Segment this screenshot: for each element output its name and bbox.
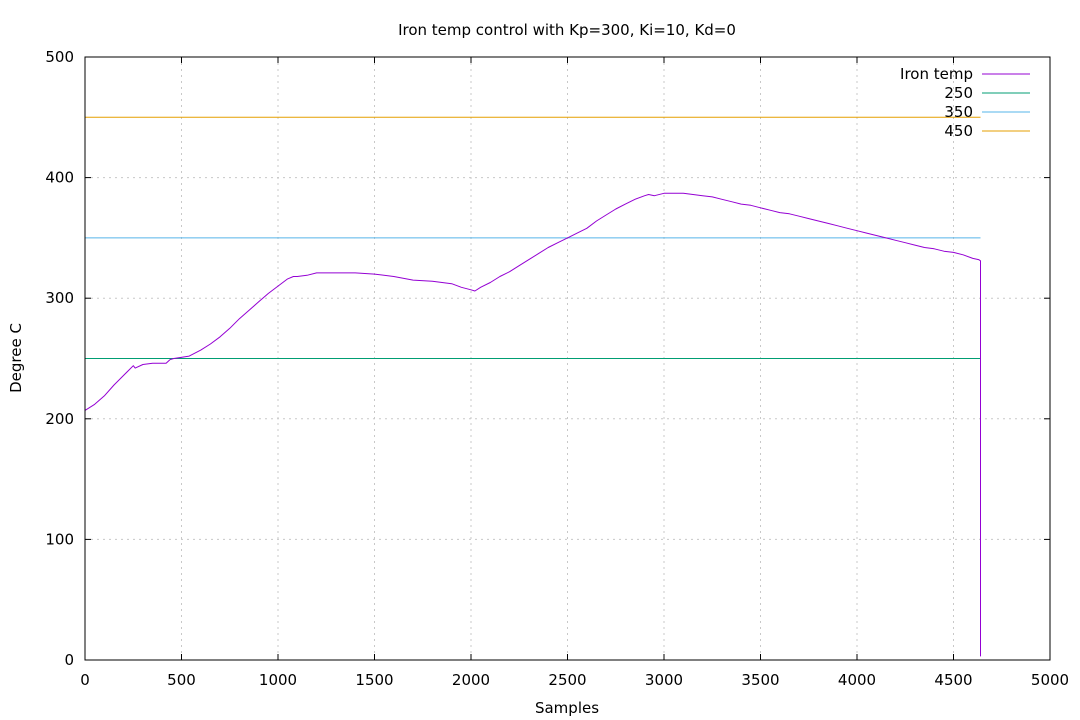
plot-area [84,116,981,657]
x-tick-label: 4000 [838,671,876,689]
x-tick-label: 5000 [1031,671,1069,689]
y-tick-label: 400 [45,169,74,187]
x-axis-label: Samples [535,699,599,717]
x-tick-label: 500 [167,671,196,689]
x-tick-label: 4500 [934,671,972,689]
y-tick-label: 300 [45,289,74,307]
x-tick-label: 0 [80,671,90,689]
x-tick-label: 3000 [645,671,683,689]
y-tick-label: 200 [45,410,74,428]
x-tick-label: 1000 [259,671,297,689]
chart-title: Iron temp control with Kp=300, Ki=10, Kd… [398,21,736,39]
series-line-iron-temp [84,192,981,657]
y-tick-label: 0 [64,651,74,669]
x-tick-label: 1500 [355,671,393,689]
x-tick-label: 2000 [452,671,490,689]
legend-label: 450 [944,122,973,140]
legend-label: 350 [944,103,973,121]
legend-label: Iron temp [900,65,973,83]
x-tick-label: 2500 [548,671,586,689]
y-axis-label: Degree C [7,323,25,393]
legend-label: 250 [944,84,973,102]
y-tick-label: 500 [45,48,74,66]
axis-ticks: 0 500 1000 1500 2000 2500 3000 3500 4000 4500 5000… [45,48,1069,689]
x-tick-label: 3500 [741,671,779,689]
y-tick-label: 100 [45,530,74,548]
